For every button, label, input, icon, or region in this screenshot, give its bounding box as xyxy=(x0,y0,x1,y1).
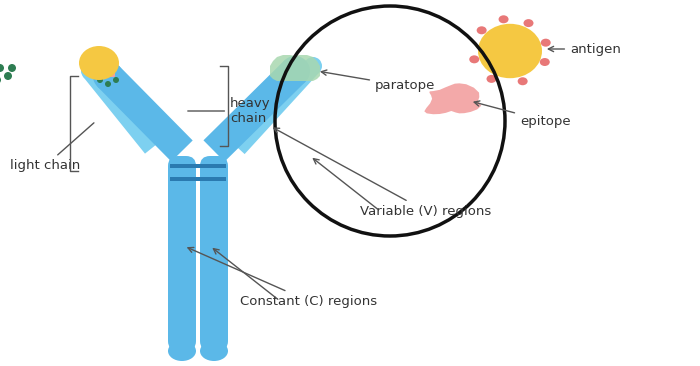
Text: paratope: paratope xyxy=(321,70,435,93)
Bar xyxy=(170,177,226,181)
Ellipse shape xyxy=(97,77,103,83)
Text: epitope: epitope xyxy=(474,101,570,127)
Ellipse shape xyxy=(113,77,119,83)
Text: light chain: light chain xyxy=(10,123,94,172)
Ellipse shape xyxy=(469,55,480,63)
Polygon shape xyxy=(204,60,305,162)
Ellipse shape xyxy=(280,56,310,86)
FancyBboxPatch shape xyxy=(200,156,228,351)
Ellipse shape xyxy=(498,15,509,23)
FancyBboxPatch shape xyxy=(101,66,115,77)
Text: heavy
chain: heavy chain xyxy=(188,97,271,125)
Polygon shape xyxy=(83,66,159,154)
Ellipse shape xyxy=(524,19,533,27)
FancyBboxPatch shape xyxy=(168,156,196,351)
Ellipse shape xyxy=(518,77,528,85)
Ellipse shape xyxy=(540,58,550,66)
Polygon shape xyxy=(270,55,320,81)
Ellipse shape xyxy=(93,61,123,91)
Text: Constant (C) regions: Constant (C) regions xyxy=(188,247,377,307)
Text: antigen: antigen xyxy=(548,42,621,56)
Ellipse shape xyxy=(79,46,119,80)
Ellipse shape xyxy=(81,62,99,80)
Ellipse shape xyxy=(540,39,551,47)
Bar xyxy=(170,164,226,168)
Ellipse shape xyxy=(8,64,16,72)
Ellipse shape xyxy=(486,75,496,83)
Ellipse shape xyxy=(4,72,12,80)
Ellipse shape xyxy=(477,26,486,34)
Ellipse shape xyxy=(105,81,111,87)
Ellipse shape xyxy=(0,76,1,84)
Ellipse shape xyxy=(304,57,322,75)
Text: Variable (V) regions: Variable (V) regions xyxy=(274,128,491,217)
Polygon shape xyxy=(424,83,482,114)
Ellipse shape xyxy=(168,341,196,361)
Polygon shape xyxy=(232,60,320,154)
Ellipse shape xyxy=(200,341,228,361)
Ellipse shape xyxy=(0,64,4,72)
Ellipse shape xyxy=(478,24,542,78)
Polygon shape xyxy=(97,66,192,161)
